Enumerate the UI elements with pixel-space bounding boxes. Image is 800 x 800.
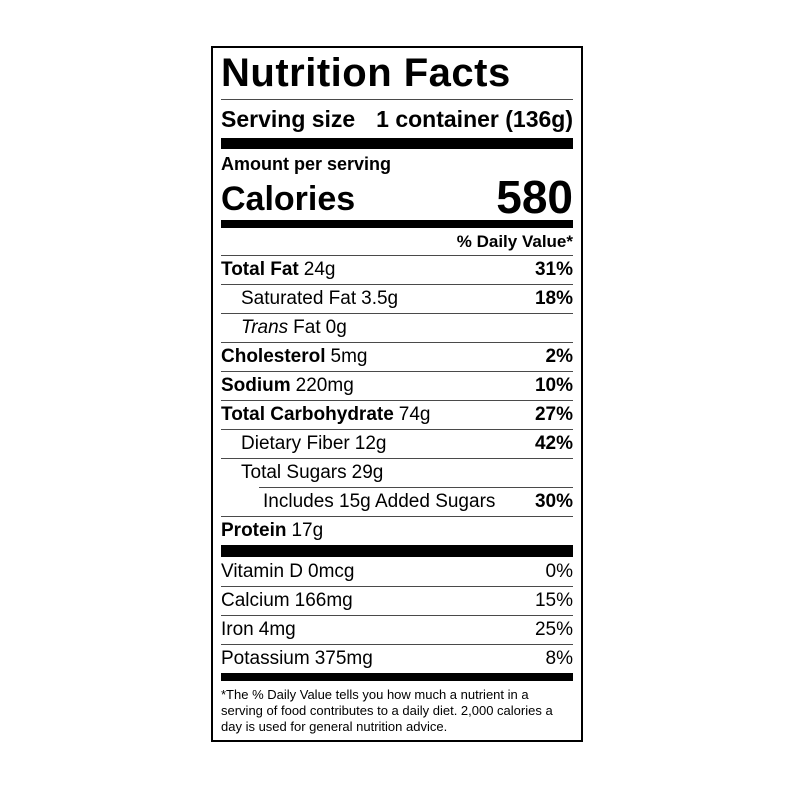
nutrient-name: Total Sugars <box>241 462 347 483</box>
nutrient-row-total-fat: Total Fat 24g 31% <box>221 255 573 284</box>
vitamin-dv: 25% <box>534 619 573 640</box>
vitamin-row-iron: Iron 4mg 25% <box>221 615 573 644</box>
vitamin-name: Vitamin D <box>221 560 304 582</box>
nutrient-name: Total Fat <box>221 259 299 280</box>
nutrient-dv: 10% <box>534 375 573 396</box>
serving-size-label: Serving size <box>221 105 356 132</box>
nutrient-amount: 220mg <box>295 375 354 396</box>
divider-bar-thick-top <box>221 138 573 149</box>
serving-size-value: 1 container (136g) <box>376 105 573 132</box>
nutrient-row-added-sugars: Includes 15g Added Sugars 30% <box>221 487 573 516</box>
vitamin-dv: 8% <box>545 648 573 669</box>
nutrient-amount: 12g <box>354 433 387 454</box>
nutrient-row-total-sugars: Total Sugars 29g <box>221 458 573 487</box>
serving-size-row: Serving size 1 container (136g) <box>221 100 573 138</box>
divider-bar-medium <box>221 220 573 228</box>
nutrient-row-total-carbohydrate: Total Carbohydrate 74g 27% <box>221 400 573 429</box>
nutrient-amount: 29g <box>351 462 384 483</box>
vitamin-name: Potassium <box>221 648 310 669</box>
nutrient-dv: 30% <box>534 490 573 512</box>
daily-value-footnote: *The % Daily Value tells you how much a … <box>221 687 553 734</box>
vitamin-amount: 4mg <box>258 619 296 640</box>
nutrient-name: Includes 15g Added Sugars <box>263 490 496 512</box>
nutrient-row-protein: Protein 17g <box>221 516 573 545</box>
vitamin-amount: 166mg <box>294 590 353 611</box>
divider-bar-footnote <box>221 673 573 681</box>
nutrient-row-cholesterol: Cholesterol 5mg 2% <box>221 342 573 371</box>
vitamin-amount: 375mg <box>314 648 373 669</box>
vitamin-row-calcium: Calcium 166mg 15% <box>221 586 573 615</box>
nutrient-name: Protein <box>221 520 287 541</box>
nutrition-facts-label: Nutrition Facts Serving size 1 container… <box>211 46 583 742</box>
nutrient-dv: 42% <box>534 433 573 454</box>
calories-label: Calories <box>221 180 356 218</box>
amount-per-serving-label: Amount per serving <box>221 154 392 174</box>
nutrient-row-dietary-fiber: Dietary Fiber 12g 42% <box>221 429 573 458</box>
vitamin-row-potassium: Potassium 375mg 8% <box>221 644 573 673</box>
nutrient-row-saturated-fat: Saturated Fat 3.5g 18% <box>221 284 573 313</box>
divider-bar-thick-vitamins <box>221 545 573 557</box>
nutrient-amount: 3.5g <box>361 288 399 309</box>
nutrient-row-sodium: Sodium 220mg 10% <box>221 371 573 400</box>
nutrient-dv: 27% <box>534 404 573 425</box>
nutrient-dv: 2% <box>545 346 573 367</box>
vitamin-dv: 15% <box>534 590 573 611</box>
label-title: Nutrition Facts <box>221 48 573 100</box>
nutrient-amount: 0g <box>325 317 347 338</box>
vitamin-dv: 0% <box>545 560 573 582</box>
nutrient-name: Fat <box>293 317 321 338</box>
nutrient-name: Saturated Fat <box>241 288 357 309</box>
nutrient-name: Sodium <box>221 375 291 396</box>
calories-value: 580 <box>496 171 573 223</box>
vitamin-amount: 0mcg <box>308 560 355 582</box>
nutrient-amount: 74g <box>398 404 431 425</box>
nutrient-row-trans-fat: Trans Fat 0g <box>221 313 573 342</box>
daily-value-header: % Daily Value* <box>456 231 573 251</box>
calories-row: Calories 580 <box>221 171 573 223</box>
vitamin-name: Iron <box>221 619 254 640</box>
nutrient-name: Dietary Fiber <box>241 433 350 454</box>
nutrient-name-italic: Trans <box>241 317 289 338</box>
nutrient-dv: 18% <box>534 288 573 309</box>
nutrient-dv: 31% <box>534 259 573 280</box>
nutrient-amount: 24g <box>303 259 336 280</box>
nutrient-name: Total Carbohydrate <box>221 404 394 425</box>
vitamin-name: Calcium <box>221 590 290 611</box>
nutrient-amount: 17g <box>291 520 324 541</box>
vitamin-row-vitamin-d: Vitamin D 0mcg 0% <box>221 557 573 586</box>
nutrient-name: Cholesterol <box>221 346 326 367</box>
nutrient-amount: 5mg <box>330 346 368 367</box>
